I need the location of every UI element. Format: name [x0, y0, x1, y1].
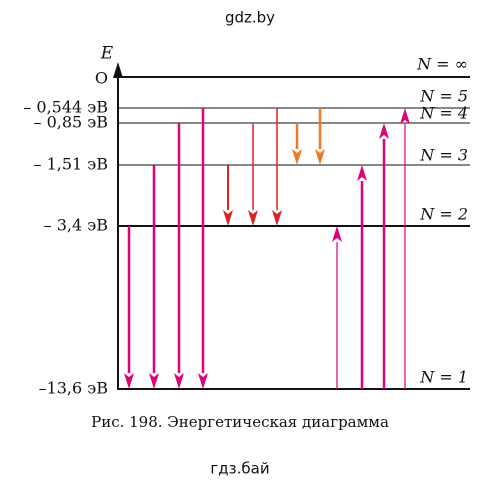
level-number: N = ∞: [416, 55, 468, 74]
arrow-head: [248, 210, 258, 226]
arrow-head: [357, 165, 367, 181]
arrow-head: [332, 226, 342, 242]
level-number: N = 5: [419, 87, 468, 106]
transitions: [124, 108, 410, 389]
levels: O N = ∞ – 0,544 эВ N = 5 – 0,85 эВ N = 4 – 1,5…: [23, 55, 470, 398]
energy-label: – 0,85 эВ: [33, 113, 108, 132]
energy-label: O: [95, 69, 108, 88]
arrow-head: [223, 210, 233, 226]
level-number: N = 2: [419, 205, 468, 224]
watermark: gdz.by: [225, 9, 275, 27]
arrow-head: [272, 210, 282, 226]
arrow-head: [198, 373, 208, 389]
axis-arrow: [113, 62, 123, 78]
level-number: N = 3: [419, 146, 468, 165]
arrow-head: [292, 149, 302, 165]
caption: Рис. 198. Энергетическая диаграмма: [91, 413, 389, 431]
arrow-head: [400, 108, 410, 124]
energy-label: – 1,51 эВ: [33, 155, 108, 174]
energy-label: – 0,544 эВ: [23, 98, 108, 117]
watermark: гдз.бай: [210, 460, 269, 478]
arrow-head: [379, 123, 389, 139]
axis-label: E: [100, 44, 114, 64]
energy-label: –13,6 эВ: [39, 379, 108, 398]
level-number: N = 1: [419, 368, 468, 387]
arrow-head: [315, 149, 325, 165]
level-number: N = 4: [419, 104, 468, 123]
arrow-head: [174, 373, 184, 389]
arrow-head: [124, 373, 134, 389]
energy-label: – 3,4 эВ: [44, 216, 108, 235]
arrow-head: [149, 373, 159, 389]
